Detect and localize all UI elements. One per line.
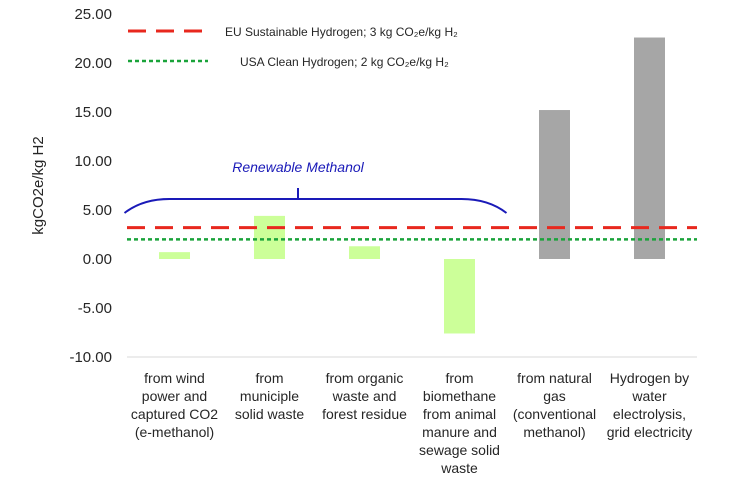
x-category-label: Hydrogen by water electrolysis, grid electr… <box>607 370 693 440</box>
legend-entry: EU Sustainable Hydrogen; 3 kg CO₂e/kg H₂ <box>225 25 458 39</box>
bar <box>254 215 285 259</box>
x-category-label-line: water <box>631 388 667 404</box>
bar <box>539 110 570 259</box>
x-category-label-line: (conventional <box>513 406 596 422</box>
y-axis-label: kgCO2e/kg H2 <box>30 136 47 234</box>
x-category-label-line: Hydrogen by <box>610 370 689 386</box>
x-category-label-line: waste <box>440 460 478 476</box>
x-category-label-line: power and <box>142 388 207 404</box>
legend: EU Sustainable Hydrogen; 3 kg CO₂e/kg H₂… <box>128 25 458 69</box>
x-category-label-line: (e-methanol) <box>135 424 214 440</box>
y-tick-label: -5.00 <box>78 300 112 317</box>
x-category-label-line: municiple <box>240 388 299 404</box>
annotation-label: Renewable Methanol <box>232 159 364 175</box>
bar <box>444 259 475 334</box>
y-tick-label: 15.00 <box>74 104 112 121</box>
x-category-label: from municiple solid waste <box>235 370 304 422</box>
x-category-label: from organic waste and forest residue <box>322 370 407 422</box>
bar <box>349 246 380 259</box>
x-category-label-line: manure and <box>422 424 497 440</box>
y-tick-label: -10.00 <box>69 349 112 366</box>
reference-lines-layer <box>127 226 697 241</box>
legend-entry: USA Clean Hydrogen; 2 kg CO₂e/kg H₂ <box>240 55 449 69</box>
annotation-bracket <box>123 198 508 214</box>
x-category-label-line: solid waste <box>235 406 304 422</box>
x-category-label-line: grid electricity <box>607 424 693 440</box>
bar <box>634 37 665 259</box>
y-tick-label: 10.00 <box>74 153 112 170</box>
y-tick-label: 20.00 <box>74 55 112 72</box>
x-category-label-line: from animal <box>423 406 496 422</box>
x-category-label-line: biomethane <box>423 388 496 404</box>
x-category-label: from wind power and captured CO2 (e-methano… <box>131 370 218 440</box>
x-category-label-line: forest residue <box>322 406 407 422</box>
x-category-label-line: from organic <box>326 370 404 386</box>
x-category-label-line: from wind <box>144 370 205 386</box>
x-category-label-line: captured CO2 <box>131 406 218 422</box>
y-tick-label: 25.00 <box>74 6 112 23</box>
y-tick-label: 5.00 <box>83 202 112 219</box>
y-tick-label: 0.00 <box>83 251 112 268</box>
x-category-label-line: waste and <box>332 388 397 404</box>
bar <box>159 252 190 259</box>
x-category-label-line: from natural <box>517 370 592 386</box>
x-category-label: from natural gas (conventional methanol) <box>513 370 596 440</box>
x-category-label-line: from <box>446 370 474 386</box>
x-category-label-line: gas <box>543 388 566 404</box>
axis-layer: -10.00 -5.00 0.00 5.00 10.00 15.00 20.00 25.00 k… <box>30 6 697 366</box>
category-labels-layer: from wind power and captured CO2 (e-methano… <box>131 370 692 476</box>
annotation-layer: Renewable Methanol <box>123 159 508 214</box>
x-category-label-line: methanol) <box>523 424 585 440</box>
x-category-label-line: from <box>256 370 284 386</box>
bars-layer <box>159 37 665 334</box>
x-category-label-line: sewage solid <box>419 442 500 458</box>
x-category-label-line: electrolysis, <box>613 406 686 422</box>
x-category-label: from biomethane from animal manure and sewag… <box>419 370 500 476</box>
